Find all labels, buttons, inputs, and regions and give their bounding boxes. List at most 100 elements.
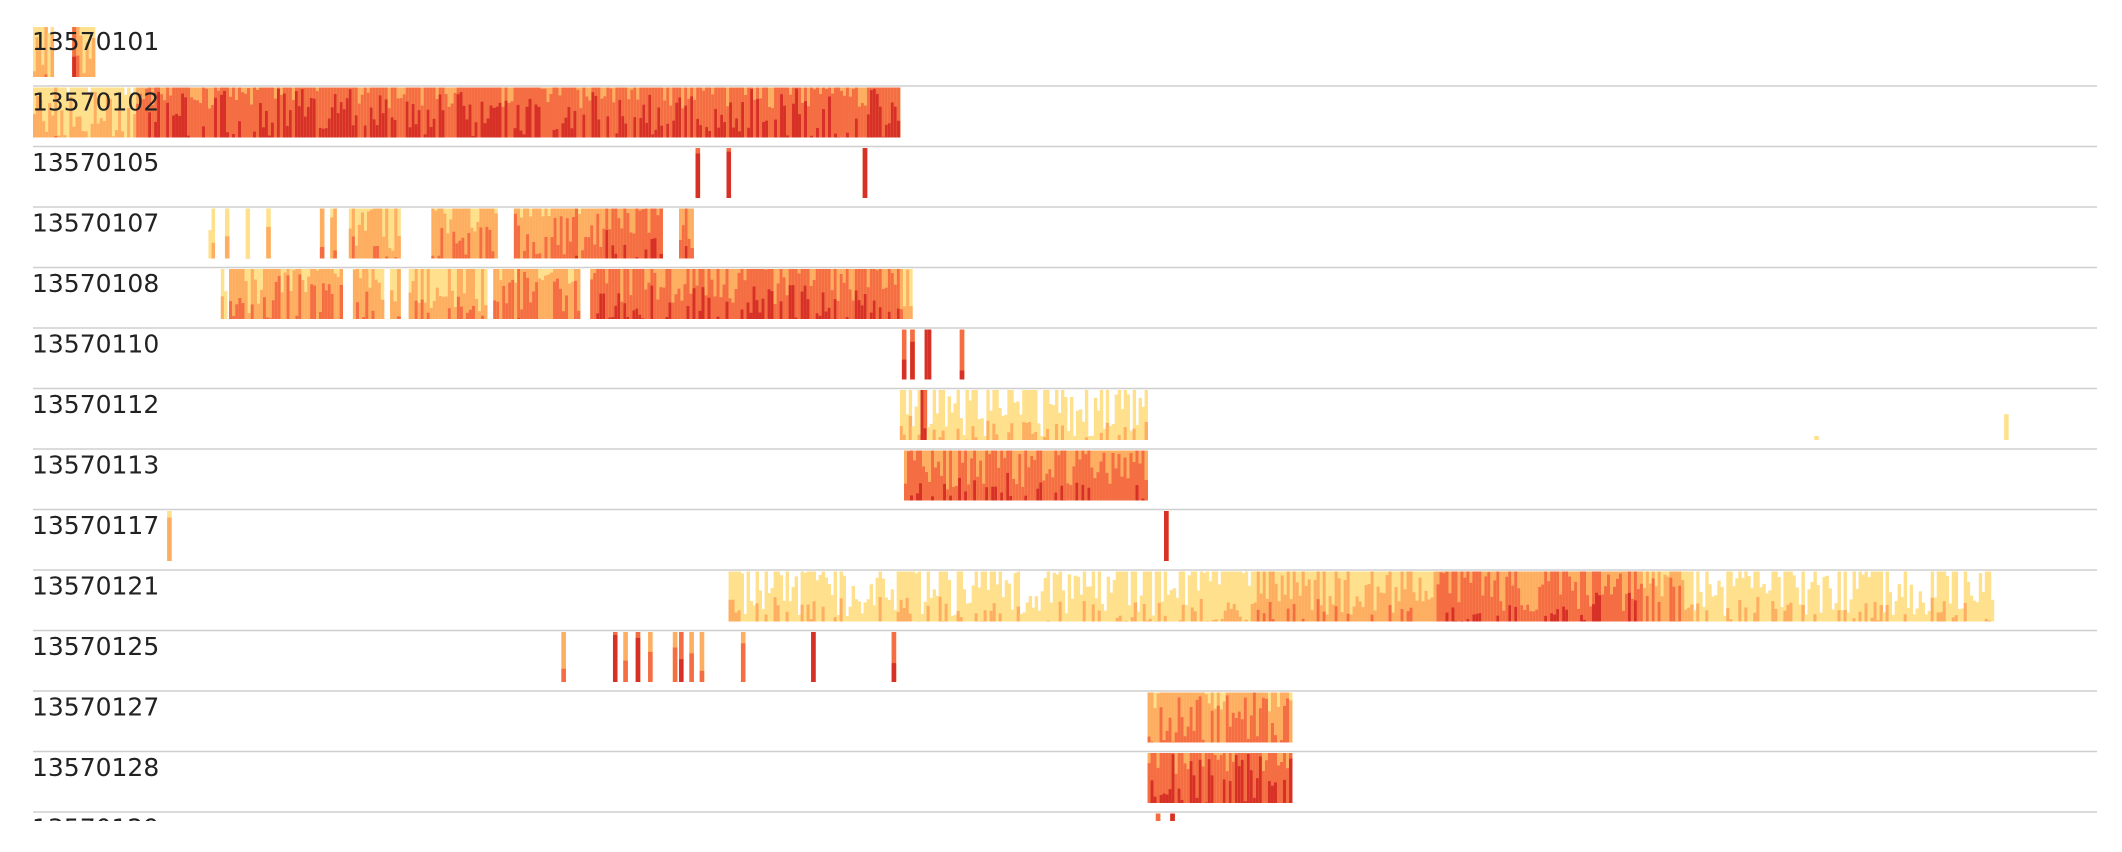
bar-band-1: [1124, 571, 1129, 622]
bar-band-2: [1744, 607, 1748, 622]
bar-band-3: [611, 208, 615, 259]
bar-band-1: [824, 577, 828, 622]
bar-band-3: [842, 282, 847, 319]
bar-band-2: [956, 428, 960, 440]
bar-band-2: [360, 212, 365, 259]
bar-band-3: [1484, 576, 1488, 622]
bar-band-2: [986, 420, 990, 440]
bar-band-4: [678, 97, 682, 138]
bar-band-4: [1478, 613, 1482, 622]
bar-band-2: [1276, 706, 1281, 743]
bar-band-2: [1577, 571, 1581, 622]
bar-band-1: [860, 613, 865, 622]
bar-band-3: [1033, 460, 1037, 501]
bar-band-3: [946, 489, 950, 501]
bar-band-3: [76, 55, 80, 77]
bar-band-1: [1870, 571, 1874, 622]
bar-band-3: [1286, 608, 1291, 622]
bar-band-2: [1055, 423, 1059, 440]
bar-band-4: [423, 134, 428, 138]
bar-band-4: [1075, 482, 1079, 501]
bar-band-2: [423, 302, 428, 319]
bar-band-2: [111, 136, 116, 138]
bar-band-1: [914, 406, 918, 440]
bar-band-1: [1205, 571, 1210, 622]
bar-band-3: [496, 301, 500, 319]
bar-band-3: [375, 87, 380, 138]
bar-band-1: [133, 87, 137, 138]
bar-band-4: [372, 119, 377, 138]
bar-band-3: [1678, 585, 1682, 622]
bar-band-1: [393, 269, 398, 319]
bar-band-2: [82, 73, 87, 77]
bar-band-3: [593, 244, 597, 259]
bar-band-4: [755, 300, 760, 319]
segment: [959, 329, 965, 380]
bar-band-2: [1526, 571, 1530, 622]
bar-band-3: [393, 87, 398, 138]
bar-band-3: [1481, 595, 1485, 622]
bar-band-1: [1093, 397, 1098, 440]
bar-band-4: [818, 315, 823, 319]
bar-band-3: [1030, 456, 1034, 501]
bar-band-2: [357, 224, 362, 259]
bar-band-1: [1169, 590, 1174, 622]
bar-band-1: [1768, 590, 1772, 622]
bar-band-3: [502, 285, 506, 319]
bar-band-4: [426, 109, 431, 138]
bar-band-3: [399, 98, 404, 138]
bar-band-3: [1228, 753, 1233, 803]
bar-band-1: [839, 571, 844, 622]
bar-band-3: [196, 100, 200, 138]
bar-band-3: [970, 458, 974, 501]
bar-band-3: [699, 670, 705, 682]
bar-band-2: [906, 269, 910, 319]
bar-band-2: [51, 115, 55, 138]
bar-band-3: [468, 309, 473, 319]
bar-band-3: [1237, 711, 1242, 743]
bar-band-3: [588, 100, 592, 138]
bar-band-1: [99, 87, 104, 138]
bar-band-4: [1633, 600, 1638, 622]
bar-band-2: [599, 208, 603, 259]
bar-band-3: [878, 269, 883, 319]
bar-band-3: [1009, 450, 1013, 501]
bar-band-3: [890, 273, 895, 319]
bar-band-4: [679, 659, 684, 682]
row-13570127: 13570127: [32, 692, 2097, 753]
bar-band-4: [72, 56, 77, 77]
bar-band-4: [483, 123, 487, 138]
bar-band-1: [1867, 577, 1871, 622]
bar-band-4: [717, 127, 721, 138]
bar-band-3: [614, 208, 618, 259]
bar-band-1: [941, 390, 946, 440]
bar-band-3: [1633, 571, 1638, 622]
bar-band-4: [354, 115, 359, 138]
bar-band-3: [324, 87, 329, 138]
bar-band-3: [1225, 771, 1230, 803]
bar-band-2: [1681, 580, 1685, 622]
bar-band-4: [498, 102, 502, 138]
bar-band-4: [1508, 605, 1512, 622]
bar-band-3: [1255, 736, 1260, 743]
bar-band-3: [810, 87, 814, 138]
bar-band-1: [1397, 571, 1401, 622]
bar-band-4: [591, 92, 595, 138]
bar-band-1: [1211, 571, 1216, 622]
bar-band-3: [232, 87, 236, 138]
bar-band-4: [318, 127, 323, 138]
bar-band-1: [1084, 390, 1089, 440]
bar-band-1: [1046, 571, 1051, 622]
bar-band-3: [689, 653, 694, 682]
bar-band-2: [241, 269, 245, 319]
bar-band-2: [367, 211, 371, 259]
bar-band-4: [810, 135, 814, 138]
bar-band-1: [800, 571, 804, 622]
bar-band-1: [1759, 587, 1763, 622]
bar-band-3: [1132, 462, 1136, 501]
bar-band-1: [1897, 584, 1902, 622]
bar-band-1: [1069, 396, 1074, 440]
bar-band-1: [1130, 571, 1135, 622]
bar-band-2: [1984, 618, 1989, 622]
bar-band-1: [1705, 571, 1709, 622]
